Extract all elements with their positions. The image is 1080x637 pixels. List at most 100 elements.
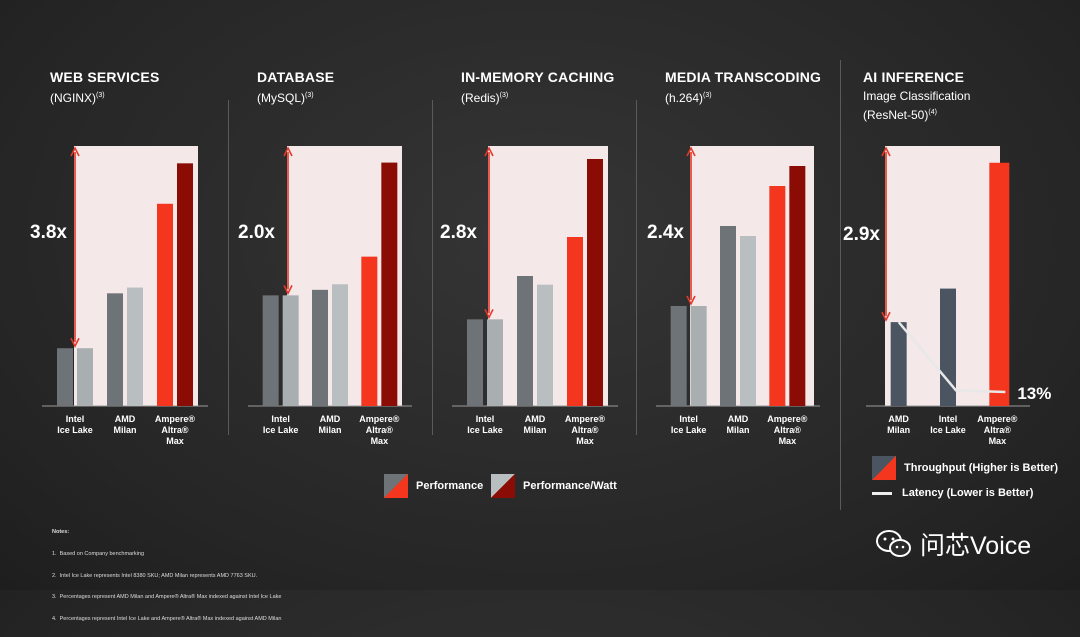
tick-label: AMD Milan [726, 414, 749, 435]
legend-latency-label: Latency (Lower is Better) [902, 487, 1034, 499]
tick-label: Intel Ice Lake [467, 414, 503, 435]
tick-label-line: Ampere® [359, 414, 400, 424]
tick-label-line: Milan [887, 425, 910, 435]
tick-label-line: Milan [523, 425, 546, 435]
panel-divider [432, 100, 433, 435]
tick-label-line: Max [371, 436, 389, 446]
tick-label: Ampere® Altra® Max [767, 414, 808, 446]
tick-label-line: Ice Lake [467, 425, 503, 435]
bar-performance [720, 226, 736, 406]
bar-performance-watt [487, 319, 503, 406]
panel-subtitle-ai: Image Classification [863, 89, 971, 103]
bar-performance [57, 348, 73, 406]
gain-arrow-head-top [70, 146, 80, 157]
tick-label: Ampere® Altra® Max [977, 414, 1018, 446]
tick-label-line: Ice Lake [671, 425, 707, 435]
legend-performance-label: Performance [416, 480, 484, 492]
bar-performance-watt [381, 162, 398, 406]
gain-callout: 2.8x [440, 222, 477, 243]
bar-performance-watt [177, 163, 193, 406]
gain-arrow-head-bottom [484, 308, 494, 320]
bar-performance-watt [127, 287, 143, 406]
legend-performance: Performance [384, 474, 483, 498]
footnotes-heading: Notes: [52, 529, 70, 536]
tick-label-line: Ice Lake [930, 425, 966, 435]
panel-subtitle-web: (NGINX)(3) [50, 91, 105, 105]
footnote-1: 1. Based on Company benchmarking [52, 551, 145, 558]
bar-performance [567, 237, 583, 406]
panel-divider [636, 100, 637, 435]
panel-title-caching: IN-MEMORY CACHING [461, 69, 615, 85]
bar-performance [262, 295, 279, 406]
bar-performance [517, 276, 533, 406]
bar-performance-watt [740, 236, 756, 406]
legend-performance-swatch [384, 474, 408, 498]
panel-title-ai: AI INFERENCE [863, 69, 965, 85]
gain-arrow-head-bottom [283, 285, 293, 296]
panel-divider [840, 60, 841, 510]
bar-performance [769, 186, 786, 406]
tick-label-line: Milan [726, 425, 749, 435]
tick-label-line: Max [989, 436, 1007, 446]
gain-arrow-head-bottom [881, 311, 891, 322]
wechat-icon [876, 530, 911, 557]
tick-label-line: AMD [115, 414, 136, 424]
gain-arrow-head-top [283, 146, 293, 157]
tick-label: Intel Ice Lake [263, 414, 299, 435]
tick-label: Ampere® Altra® Max [359, 414, 400, 446]
panel-title-web: WEB SERVICES [50, 69, 160, 85]
bar-performance-watt [332, 284, 348, 406]
bar-performance [670, 306, 687, 406]
legend-performance-watt: Performance/Watt [491, 474, 617, 498]
legend-throughput-label: Throughput (Higher is Better) [904, 462, 1058, 474]
panel-title-transcoding: MEDIA TRANSCODING [665, 69, 822, 85]
latency-line [897, 321, 1006, 394]
tick-label-line: Intel [271, 414, 290, 424]
panel-subtitle-caching: (Redis)(3) [461, 91, 509, 105]
tick-label-line: Ampere® [767, 414, 808, 424]
tick-label-line: AMD [888, 414, 909, 424]
tick-label-line: Intel [939, 414, 958, 424]
gain-callout: 2.4x [647, 222, 684, 243]
tick-label-line: AMD [320, 414, 341, 424]
tick-label: AMD Milan [113, 414, 136, 435]
gain-callout: 2.0x [238, 222, 275, 243]
footnote-4: 4. Percentages represent Intel Ice Lake … [52, 615, 282, 622]
legend-latency: Latency (Lower is Better) [872, 487, 1033, 499]
tick-label: AMD Milan [887, 414, 910, 435]
gain-arrow-head-top [881, 146, 891, 157]
gain-callout: 2.9x [843, 224, 880, 245]
tick-label-line: Ampere® [565, 414, 606, 424]
watermark-text: 问芯Voice [920, 532, 1032, 560]
bar-throughput [989, 162, 1010, 406]
panel-subtitle-transcoding: (h.264)(3) [665, 91, 712, 105]
tick-label-line: Ampere® [155, 414, 196, 424]
bar-performance [467, 319, 483, 406]
tick-label-line: Altra® [774, 425, 802, 435]
tick-label: Ampere® Altra® Max [155, 414, 196, 446]
tick-label-line: AMD [728, 414, 749, 424]
footnotes: Notes: 1. Based on Company benchmarking … [52, 515, 281, 637]
tick-label-line: Ice Lake [263, 425, 299, 435]
legend-performance-watt-label: Performance/Watt [523, 480, 617, 492]
tick-label-line: Intel [679, 414, 698, 424]
tick-label-line: Altra® [366, 425, 394, 435]
gain-arrow-head-bottom [70, 337, 80, 349]
latency-callout: 13% [1017, 384, 1051, 403]
tick-label: Intel Ice Lake [930, 414, 966, 435]
bar-throughput [890, 322, 907, 406]
footnote-3: 3. Percentages represent AMD Milan and A… [52, 594, 282, 601]
bar-performance [312, 289, 328, 406]
bar-performance [107, 293, 123, 406]
tick-label-line: Max [166, 436, 184, 446]
tick-label-line: Milan [318, 425, 341, 435]
bar-performance [361, 256, 378, 406]
tick-label-line: Max [576, 436, 594, 446]
tick-label: Intel Ice Lake [57, 414, 93, 435]
gain-arrow-head-bottom [686, 295, 696, 306]
gain-arrow-head-top [686, 146, 696, 157]
legend-latency-line [872, 491, 892, 495]
panel-divider [228, 100, 229, 435]
bar-performance-watt [690, 306, 707, 406]
